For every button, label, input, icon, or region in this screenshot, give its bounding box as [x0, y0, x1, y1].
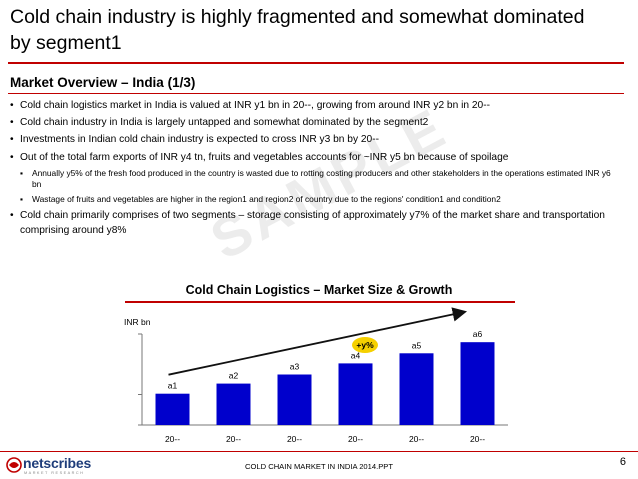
bar-data-label: a6 [473, 329, 483, 339]
bar [338, 363, 373, 425]
bar [216, 383, 251, 425]
growth-rate-label: +y% [356, 340, 374, 350]
bar [277, 374, 312, 425]
x-tick-label: 20-- [409, 434, 424, 444]
bar-data-label: a4 [351, 350, 361, 360]
bullet-item: Out of the total farm exports of INR y4 … [10, 151, 620, 165]
page-number: 6 [619, 456, 626, 468]
footer-document-name: COLD CHAIN MARKET IN INDIA 2014.PPT [245, 462, 393, 471]
section-heading: Market Overview – India (1/3) [10, 75, 196, 90]
bar [399, 353, 434, 425]
slide-title: Cold chain industry is highly fragmented… [10, 6, 585, 54]
chart-title: Cold Chain Logistics – Market Size & Gro… [185, 283, 453, 297]
brand-name: netscribes [23, 455, 92, 471]
x-tick-label: 20-- [165, 434, 180, 444]
x-tick-label: 20-- [287, 434, 302, 444]
x-tick-label: 20-- [226, 434, 241, 444]
chart-title-divider [125, 301, 515, 303]
sub-bullet-item: Wastage of fruits and vegetables are hig… [14, 194, 620, 205]
bar-data-label: a1 [168, 381, 178, 391]
bar [460, 342, 495, 425]
bar-data-label: a3 [290, 362, 300, 372]
x-tick-label: 20-- [348, 434, 363, 444]
title-divider [8, 62, 624, 64]
bullet-list: Cold chain logistics market in India is … [10, 99, 620, 241]
bullet-item: Cold chain primarily comprises of two se… [10, 209, 620, 237]
bar-data-label: a2 [229, 371, 239, 381]
sub-bullet-item: Annually y5% of the fresh food produced … [14, 168, 620, 190]
growth-badge [352, 337, 378, 353]
bar-data-label: a5 [412, 340, 422, 350]
bullet-item: Cold chain logistics market in India is … [10, 99, 620, 113]
x-tick-label: 20-- [470, 434, 485, 444]
bar [155, 393, 190, 425]
growth-arrow [168, 307, 468, 376]
brand-tagline: MARKET RESEARCH [24, 471, 85, 475]
bullet-item: Investments in Indian cold chain industr… [10, 133, 620, 147]
footer-divider [0, 451, 638, 452]
bullet-item: Cold chain industry in India is largely … [10, 116, 620, 130]
section-divider [8, 93, 624, 94]
y-axis-label: INR bn [124, 317, 151, 327]
netscribes-logo-icon [6, 457, 22, 473]
